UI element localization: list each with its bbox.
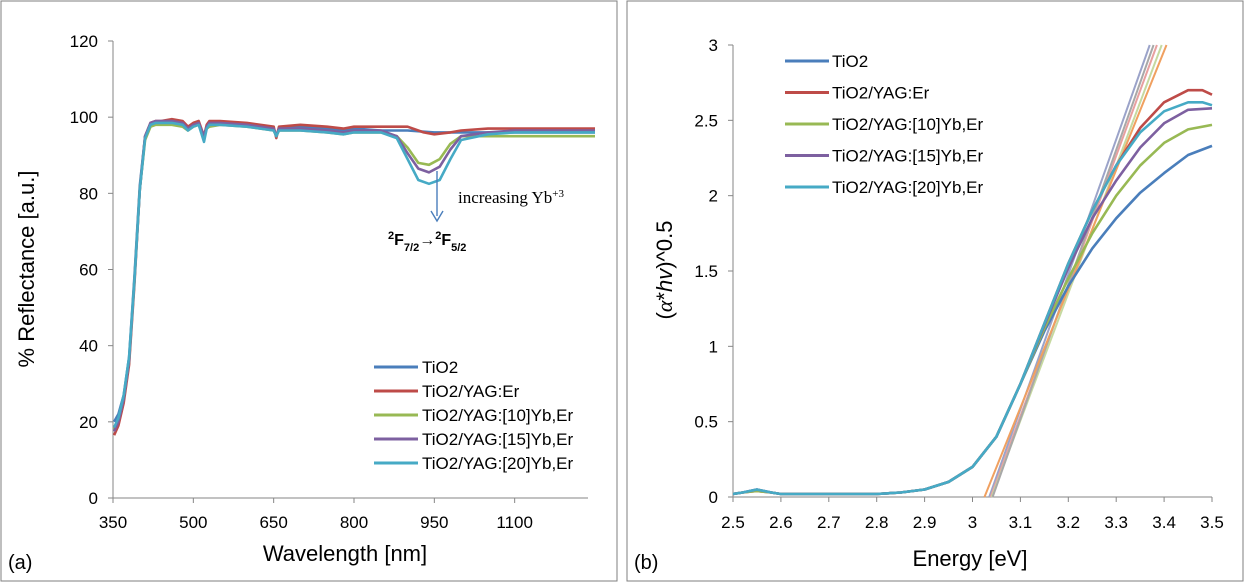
panel-b-x-tick-label: 3.2 bbox=[1056, 513, 1080, 532]
panel-b-tangent-lines bbox=[983, 44, 1168, 498]
panel-b-y-tick-label: 1 bbox=[709, 337, 718, 356]
ylabel-alpha: α bbox=[652, 300, 677, 312]
legend-label: TiO2 bbox=[832, 52, 868, 71]
transition-left-sup: 2 bbox=[388, 230, 394, 242]
panel-b-label: (b) bbox=[634, 552, 658, 574]
series-line-a-tio2-yag-er bbox=[112, 117, 595, 436]
ylabel-open: ( bbox=[652, 311, 677, 319]
panel-a-label: (a) bbox=[8, 552, 32, 574]
panel-a-y-tick-label: 100 bbox=[70, 108, 98, 127]
panel-a-chart: 0 20 40 60 80 100 120 350 500 650 800 950 1100 Wavel… bbox=[8, 32, 595, 574]
legend-label: TiO2/YAG:Er bbox=[422, 382, 520, 401]
panel-b-y-tick-label: 1.5 bbox=[694, 262, 718, 281]
legend-label: TiO2 bbox=[422, 358, 458, 377]
transition-right-sub: 5/2 bbox=[451, 242, 466, 254]
panel-a-y-tick-label: 40 bbox=[79, 337, 98, 356]
transition-right-sup: 2 bbox=[435, 230, 441, 242]
panel-a-y-tick-label: 60 bbox=[79, 261, 98, 280]
panel-b-series bbox=[733, 88, 1213, 496]
panel-b-x-tick-label: 2.8 bbox=[865, 513, 889, 532]
panel-a-x-tick-label: 1100 bbox=[496, 513, 533, 532]
panel-a-y-tick-label: 120 bbox=[70, 32, 98, 51]
ylabel-hv: hv bbox=[652, 267, 677, 292]
ylabel-star: * bbox=[652, 292, 677, 301]
panel-b-frame bbox=[626, 0, 1244, 582]
panel-a-x-tick-label: 950 bbox=[420, 513, 448, 532]
legend-label: TiO2/YAG:Er bbox=[832, 84, 930, 103]
increasing-label: increasing Yb bbox=[458, 188, 552, 207]
panel-a-ticks: 0 20 40 60 80 100 120 350 500 650 800 950 1100 bbox=[70, 32, 533, 532]
panel-b-x-tick-label: 2.5 bbox=[721, 513, 745, 532]
panel-b-x-tick-label: 3.4 bbox=[1152, 513, 1176, 532]
increasing-arrowhead bbox=[430, 210, 444, 223]
increasing-superscript: +3 bbox=[552, 188, 564, 200]
tangent-line bbox=[983, 44, 1168, 498]
panel-b-y-tick-label: 2.5 bbox=[694, 111, 718, 130]
panel-a-y-tick-label: 20 bbox=[79, 413, 98, 432]
legend-label: TiO2/YAG:[20]Yb,Er bbox=[832, 178, 984, 197]
panel-b-y-axis-title: (α*hv)^0.5 bbox=[652, 221, 677, 320]
panel-b-x-tick-label: 2.7 bbox=[817, 513, 841, 532]
panel-a-x-tick-label: 350 bbox=[99, 513, 127, 532]
panel-a-y-tick-label: 80 bbox=[79, 184, 98, 203]
panel-b-chart: 0 0.5 1 1.5 2 2.5 3 2.5 2.6 2.7 2.8 2.9 3 3.1 3.2 3.3 3.… bbox=[634, 36, 1224, 574]
series-line-b-tio2 bbox=[733, 144, 1213, 496]
series-line-a-tio2-yag-10-yb-er bbox=[112, 123, 595, 430]
panel-a-x-tick-label: 650 bbox=[259, 513, 287, 532]
legend-label: TiO2/YAG:[15]Yb,Er bbox=[832, 147, 984, 166]
panel-b-x-tick-label: 3.1 bbox=[1009, 513, 1033, 532]
panel-a-y-tick-label: 0 bbox=[89, 489, 98, 508]
panel-b-x-tick-label: 3.3 bbox=[1104, 513, 1128, 532]
transition-left-main: F bbox=[394, 232, 404, 249]
panel-a-x-axis-title: Wavelength [nm] bbox=[263, 541, 427, 566]
transition-right-main: F bbox=[441, 232, 451, 249]
panel-b-x-tick-label: 3.5 bbox=[1200, 513, 1224, 532]
series-line-a-tio2-yag-15-yb-er bbox=[112, 119, 595, 432]
legend-label: TiO2/YAG:[10]Yb,Er bbox=[422, 406, 574, 425]
panel-b-x-tick-label: 3 bbox=[968, 513, 977, 532]
panel-a-y-axis-title: % Reflectance [a.u.] bbox=[14, 171, 39, 368]
legend-label: TiO2/YAG:[20]Yb,Er bbox=[422, 454, 574, 473]
tangent-line bbox=[988, 44, 1151, 498]
legend-label: TiO2/YAG:[15]Yb,Er bbox=[422, 430, 574, 449]
panel-b-y-tick-label: 2 bbox=[709, 187, 718, 206]
series-line-b-tio2-yag-20-yb-er bbox=[733, 101, 1213, 496]
panel-a-series bbox=[112, 117, 595, 436]
series-line-a-tio2 bbox=[112, 121, 595, 423]
transition-left-sub: 7/2 bbox=[404, 242, 419, 254]
panel-b-x-tick-label: 2.6 bbox=[769, 513, 793, 532]
increasing-yb-annotation: increasing Yb+3 bbox=[458, 188, 564, 207]
panel-a-x-tick-label: 800 bbox=[340, 513, 368, 532]
legend-label: TiO2/YAG:[10]Yb,Er bbox=[832, 115, 984, 134]
panel-b-x-axis-title: Energy [eV] bbox=[913, 546, 1028, 571]
panel-b-x-tick-label: 2.9 bbox=[913, 513, 937, 532]
panel-b-y-tick-label: 0 bbox=[709, 488, 718, 507]
transition-arrow-glyph: → bbox=[419, 232, 435, 249]
panel-a-frame bbox=[0, 0, 618, 582]
panel-b-y-tick-label: 0.5 bbox=[694, 413, 718, 432]
panel-b-legend: TiO2 TiO2/YAG:Er TiO2/YAG:[10]Yb,Er TiO2/YA… bbox=[785, 52, 984, 197]
panel-b-ticks: 0 0.5 1 1.5 2 2.5 3 2.5 2.6 2.7 2.8 2.9 3 3.1 3.2 3.3 3.… bbox=[694, 36, 1223, 532]
panel-b-y-tick-label: 3 bbox=[709, 36, 718, 55]
series-line-a-tio2-yag-20-yb-er bbox=[112, 121, 595, 429]
transition-annotation: 2F7/2→2F5/2 bbox=[388, 230, 466, 254]
ylabel-close: )^0.5 bbox=[652, 221, 677, 269]
panel-a-x-tick-label: 500 bbox=[179, 513, 207, 532]
panel-a-legend: TiO2 TiO2/YAG:Er TiO2/YAG:[10]Yb,Er TiO2/YA… bbox=[374, 358, 574, 473]
